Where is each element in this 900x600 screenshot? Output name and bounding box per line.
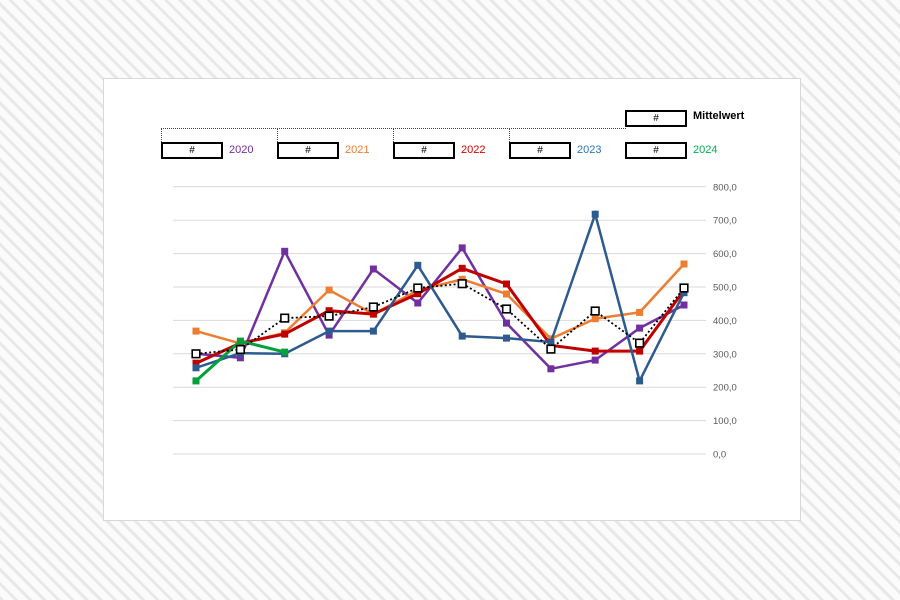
series-Mittelwert-marker bbox=[501, 304, 512, 314]
legend-connector-riser bbox=[277, 129, 278, 142]
series-Mittelwert-marker bbox=[324, 311, 334, 321]
series-2020-marker bbox=[591, 356, 599, 364]
series-2020-marker bbox=[503, 319, 510, 327]
series-Mittelwert-marker bbox=[191, 349, 201, 359]
series-2020-marker bbox=[281, 247, 289, 255]
series-2023-marker bbox=[591, 210, 599, 218]
gridlines bbox=[173, 186, 706, 455]
legend-label-2020: 2020 bbox=[229, 144, 254, 156]
series-2021-marker bbox=[591, 315, 599, 323]
series-2023-marker bbox=[680, 289, 688, 297]
legend-label-2022: 2022 bbox=[461, 144, 486, 156]
series-2022-marker bbox=[458, 264, 466, 272]
series-2023-marker bbox=[414, 261, 422, 269]
series-Mittelwert-marker bbox=[413, 283, 423, 293]
legend-connector-riser bbox=[393, 129, 394, 142]
y-axis-tick-label: 200,0 bbox=[713, 383, 737, 394]
series-Mittelwert-marker bbox=[634, 338, 645, 348]
series-2022-marker bbox=[325, 307, 333, 315]
legend-label-2021: 2021 bbox=[345, 144, 370, 156]
series-2020-marker bbox=[547, 365, 555, 373]
series-2020-marker bbox=[369, 265, 377, 273]
series-2022-marker bbox=[192, 359, 200, 367]
series-Mittelwert-marker bbox=[679, 283, 689, 293]
series-Mittelwert-marker bbox=[368, 302, 379, 312]
y-axis-tick-label: 400,0 bbox=[713, 316, 737, 327]
series-2022-marker bbox=[369, 310, 377, 318]
legend-field-2020[interactable]: # bbox=[161, 142, 223, 159]
series-2022-marker bbox=[414, 290, 422, 298]
mittelwert-field[interactable]: # bbox=[625, 110, 687, 127]
series-Mittelwert-marker bbox=[457, 279, 467, 289]
series-2022-marker bbox=[503, 280, 510, 288]
series-Mittelwert-line bbox=[195, 282, 685, 355]
series-2022-line bbox=[195, 266, 686, 365]
y-axis-tick-label: 300,0 bbox=[713, 349, 737, 360]
series-2020-marker bbox=[325, 331, 333, 339]
series-2020-marker bbox=[458, 244, 466, 252]
series-Mittelwert-marker bbox=[280, 313, 290, 323]
chart-panel: # Mittelwert #2020 #2021 #2022 #2023 #2024 0… bbox=[103, 78, 801, 521]
legend-label-2024: 2024 bbox=[693, 144, 718, 156]
y-axis-tick-label: 600,0 bbox=[713, 249, 737, 260]
series-Mittelwert-marker bbox=[590, 306, 600, 316]
series-2021-marker bbox=[503, 290, 510, 298]
y-axis-tick-label: 700,0 bbox=[713, 216, 737, 227]
y-axis-tick-label: 500,0 bbox=[713, 283, 737, 294]
series-2024-marker bbox=[281, 348, 289, 356]
series-2021-marker bbox=[680, 260, 688, 268]
series-2022-marker bbox=[591, 347, 599, 355]
series-2021-marker bbox=[636, 308, 644, 316]
legend-field-2023[interactable]: # bbox=[509, 142, 571, 159]
series-2023-marker bbox=[369, 327, 377, 335]
series-2023-marker bbox=[547, 338, 555, 346]
series-2020-marker bbox=[236, 354, 244, 362]
series-2020-marker bbox=[636, 324, 644, 332]
series-Mittelwert-marker bbox=[546, 344, 556, 354]
y-axis-tick-label: 800,0 bbox=[713, 182, 737, 193]
series-2020-marker bbox=[414, 299, 422, 307]
series-2024-marker bbox=[192, 377, 200, 385]
legend-field-2022[interactable]: # bbox=[393, 142, 455, 159]
series-Mittelwert-marker bbox=[235, 344, 246, 355]
y-axis-tick-label: 0,0 bbox=[713, 450, 726, 461]
legend-connector-horizontal bbox=[161, 128, 626, 129]
legend-connector-riser bbox=[509, 129, 510, 142]
series-Mittelwert bbox=[191, 279, 689, 359]
series-2021-marker bbox=[192, 327, 200, 335]
legend-connector-riser bbox=[161, 129, 162, 142]
series-2020 bbox=[192, 244, 688, 373]
legend-field-2021[interactable]: # bbox=[277, 142, 339, 159]
series-2024-marker bbox=[236, 337, 244, 345]
mittelwert-label: Mittelwert bbox=[693, 110, 745, 122]
y-axis-tick-labels: 0,0 100,0 200,0 300,0 400,0 500,0 600,0 700,0 80… bbox=[713, 182, 737, 460]
series-2023-marker bbox=[636, 377, 644, 385]
y-axis-tick-label: 100,0 bbox=[713, 416, 737, 427]
series-2022-marker bbox=[281, 330, 289, 338]
series-2020-line bbox=[195, 245, 685, 371]
series-2023-marker bbox=[458, 332, 466, 340]
legend-field-2024[interactable]: # bbox=[625, 142, 687, 159]
series-2024 bbox=[192, 337, 289, 385]
legend-label-2023: 2023 bbox=[577, 144, 602, 156]
series-2023-marker bbox=[503, 334, 510, 342]
series-2022-marker bbox=[636, 347, 644, 355]
series-2023-line bbox=[195, 209, 686, 385]
chart-svg: 0,0 100,0 200,0 300,0 400,0 500,0 600,0 700,0 80… bbox=[173, 182, 737, 461]
series-2023-marker bbox=[325, 327, 333, 335]
series-2021-marker bbox=[325, 286, 333, 294]
series-2020-marker bbox=[680, 301, 688, 309]
series-2023-marker bbox=[192, 364, 200, 372]
